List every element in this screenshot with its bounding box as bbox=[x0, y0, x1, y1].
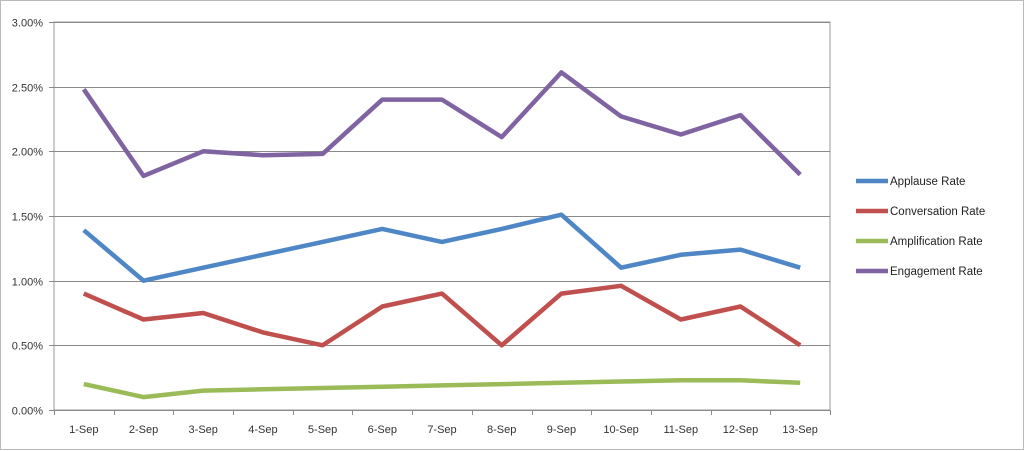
legend-label-applause-rate: Applause Rate bbox=[890, 176, 965, 188]
legend-label-amplification-rate: Amplification Rate bbox=[890, 236, 983, 248]
x-tick-label: 12-Sep bbox=[723, 424, 758, 436]
y-tick-label: 3.00% bbox=[12, 18, 43, 30]
x-tick-label: 7-Sep bbox=[427, 424, 456, 436]
x-axis-tick-labels: 1-Sep 2-Sep 3-Sep 4-Sep 5-Sep 6-Sep 7-Sep 8-Sep… bbox=[69, 424, 818, 436]
y-tick-label: 2.00% bbox=[12, 147, 43, 159]
x-tick-label: 2-Sep bbox=[129, 424, 158, 436]
y-tick-label: 1.00% bbox=[12, 277, 43, 289]
y-axis-tick-labels: 0.00% 0.50% 1.00% 1.50% 2.00% 2.50% 3.00% bbox=[12, 18, 43, 418]
series-line-applause-rate bbox=[82, 212, 801, 283]
x-tick-label: 1-Sep bbox=[69, 424, 98, 436]
legend: Applause Rate Conversation Rate Amplificat… bbox=[856, 176, 985, 278]
legend-label-conversation-rate: Conversation Rate bbox=[890, 206, 985, 218]
series-line-conversation-rate bbox=[82, 283, 802, 348]
x-tick-label: 10-Sep bbox=[603, 424, 638, 436]
x-tick-label: 3-Sep bbox=[189, 424, 218, 436]
series-line-engagement-rate bbox=[81, 70, 802, 179]
y-tick-label: 2.50% bbox=[12, 83, 43, 95]
y-tick-label: 0.00% bbox=[12, 406, 43, 418]
x-tick-label: 8-Sep bbox=[487, 424, 516, 436]
x-tick-label: 6-Sep bbox=[368, 424, 397, 436]
series-lines bbox=[81, 70, 802, 400]
series-line-amplification-rate bbox=[83, 378, 801, 400]
legend-label-engagement-rate: Engagement Rate bbox=[890, 266, 983, 278]
y-tick-label: 0.50% bbox=[12, 341, 43, 353]
x-tick-label: 5-Sep bbox=[308, 424, 337, 436]
x-tick-label: 13-Sep bbox=[782, 424, 817, 436]
x-tick-label: 11-Sep bbox=[663, 424, 698, 436]
x-tick-label: 4-Sep bbox=[248, 424, 277, 436]
y-tick-label: 1.50% bbox=[12, 212, 43, 224]
x-tick-label: 9-Sep bbox=[547, 424, 576, 436]
gridlines bbox=[49, 21, 831, 415]
